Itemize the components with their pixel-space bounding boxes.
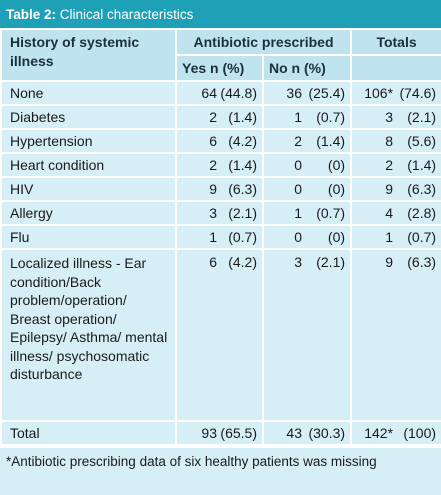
row-label: Localized illness - Ear condition/Back p… bbox=[0, 248, 177, 422]
percent-cell: (1.4) bbox=[220, 104, 264, 130]
percent-cell: (0) bbox=[305, 224, 353, 250]
header-cell: No n (%) bbox=[261, 54, 353, 82]
count-cell: 0 bbox=[262, 152, 305, 178]
header-cell: History of systemic illness bbox=[0, 28, 177, 82]
row-label: HIV bbox=[0, 176, 177, 202]
percent-cell: (0.7) bbox=[220, 224, 264, 250]
count-cell: 93 bbox=[175, 420, 220, 446]
count-cell: 2 bbox=[175, 152, 220, 178]
count-cell: 1 bbox=[175, 224, 220, 250]
footnote: *Antibiotic prescribing data of six heal… bbox=[0, 446, 441, 475]
count-cell: 106* bbox=[350, 80, 397, 106]
row-label: Allergy bbox=[0, 200, 177, 226]
row-label: Flu bbox=[0, 224, 177, 250]
count-cell: 0 bbox=[262, 176, 305, 202]
header-cell: Totals bbox=[350, 28, 441, 56]
count-cell: 3 bbox=[350, 104, 397, 130]
percent-cell: (5.6) bbox=[396, 128, 441, 154]
percent-cell: (6.3) bbox=[220, 176, 264, 202]
row-label: Total bbox=[0, 420, 177, 446]
percent-cell: (6.3) bbox=[396, 248, 441, 422]
percent-cell: (0) bbox=[305, 152, 353, 178]
count-cell: 6 bbox=[175, 128, 220, 154]
percent-cell: (1.4) bbox=[220, 152, 264, 178]
table-row: Hypertension 6 (4.2) 2 (1.4) 8 (5.6) bbox=[0, 128, 441, 154]
percent-cell: (25.4) bbox=[305, 80, 353, 106]
table-row: None 64 (44.8) 36 (25.4) 106* (74.6) bbox=[0, 80, 441, 106]
count-cell: 2 bbox=[350, 152, 397, 178]
percent-cell: (2.1) bbox=[396, 104, 441, 130]
count-cell: 2 bbox=[175, 104, 220, 130]
row-label: Heart condition bbox=[0, 152, 177, 178]
title-label: Table 2: bbox=[6, 7, 57, 22]
table-row: Heart condition 2 (1.4) 0 (0) 2 (1.4) bbox=[0, 152, 441, 178]
count-cell: 64 bbox=[175, 80, 220, 106]
percent-cell: (0) bbox=[305, 176, 353, 202]
table-row: Diabetes 2 (1.4) 1 (0.7) 3 (2.1) bbox=[0, 104, 441, 130]
header-row: History of systemic illness Antibiotic p… bbox=[0, 28, 441, 82]
percent-cell: (100) bbox=[396, 420, 441, 446]
percent-cell: (0.7) bbox=[305, 104, 353, 130]
count-cell: 9 bbox=[350, 176, 397, 202]
percent-cell: (74.6) bbox=[396, 80, 441, 106]
count-cell: 9 bbox=[350, 248, 397, 422]
percent-cell: (65.5) bbox=[220, 420, 264, 446]
table-row: Flu 1 (0.7) 0 (0) 1 (0.7) bbox=[0, 224, 441, 250]
percent-cell: (6.3) bbox=[396, 176, 441, 202]
count-cell: 1 bbox=[262, 200, 305, 226]
percent-cell: (4.2) bbox=[220, 128, 264, 154]
row-label: Hypertension bbox=[0, 128, 177, 154]
percent-cell: (1.4) bbox=[305, 128, 353, 154]
title-text: Clinical characteristics bbox=[59, 7, 194, 22]
count-cell: 1 bbox=[350, 224, 397, 250]
count-cell: 3 bbox=[262, 248, 305, 422]
count-cell: 8 bbox=[350, 128, 397, 154]
count-cell: 36 bbox=[262, 80, 305, 106]
percent-cell: (2.8) bbox=[396, 200, 441, 226]
percent-cell: (0.7) bbox=[305, 200, 353, 226]
title-bar: Table 2: Clinical characteristics bbox=[0, 0, 441, 28]
header-cell: Antibiotic prescribed bbox=[174, 28, 353, 56]
count-cell: 9 bbox=[175, 176, 220, 202]
table-row: Total 93 (65.5) 43 (30.3) 142* (100) bbox=[0, 420, 441, 446]
percent-cell: (4.2) bbox=[220, 248, 264, 422]
header-cell: Yes n (%) bbox=[175, 54, 264, 82]
count-cell: 2 bbox=[262, 128, 305, 154]
row-label: Diabetes bbox=[0, 104, 177, 130]
data-table: History of systemic illness Antibiotic p… bbox=[0, 28, 441, 446]
count-cell: 1 bbox=[262, 104, 305, 130]
count-cell: 43 bbox=[262, 420, 305, 446]
count-cell: 0 bbox=[262, 224, 305, 250]
percent-cell: (1.4) bbox=[396, 152, 441, 178]
percent-cell: (44.8) bbox=[220, 80, 264, 106]
header-cell bbox=[350, 54, 441, 82]
table-row: Allergy 3 (2.1) 1 (0.7) 4 (2.8) bbox=[0, 200, 441, 226]
count-cell: 6 bbox=[175, 248, 220, 422]
percent-cell: (2.1) bbox=[305, 248, 353, 422]
count-cell: 3 bbox=[175, 200, 220, 226]
table-row: Localized illness - Ear condition/Back p… bbox=[0, 248, 441, 422]
count-cell: 142* bbox=[350, 420, 397, 446]
count-cell: 4 bbox=[350, 200, 397, 226]
table-row: HIV 9 (6.3) 0 (0) 9 (6.3) bbox=[0, 176, 441, 202]
row-label: None bbox=[0, 80, 177, 106]
table-body: History of systemic illness Antibiotic p… bbox=[0, 28, 441, 446]
percent-cell: (30.3) bbox=[305, 420, 353, 446]
header-row: Yes n (%) No n (%) bbox=[1, 54, 441, 82]
percent-cell: (0.7) bbox=[396, 224, 441, 250]
percent-cell: (2.1) bbox=[220, 200, 264, 226]
